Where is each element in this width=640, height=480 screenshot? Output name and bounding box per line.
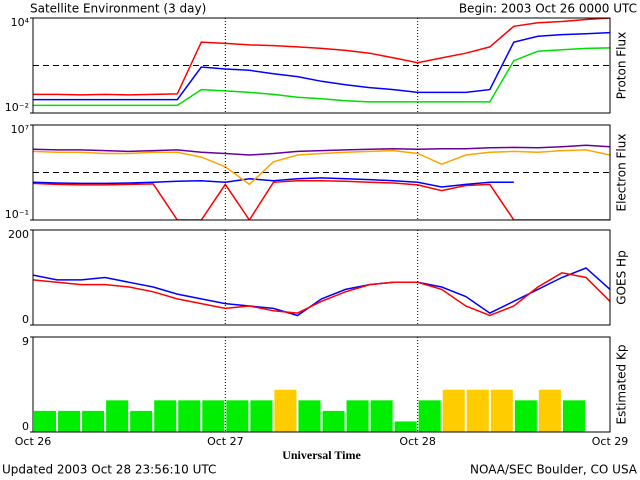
bar [346,400,369,432]
updated: Updated 2003 Oct 28 23:56:10 UTC [2,463,216,477]
y-axis-label: Proton Flux [615,32,629,99]
chart-title: Satellite Environment (3 day) [30,2,206,16]
data-line [33,272,610,317]
y-tick-label: 0 [22,420,29,433]
x-tick-label: Oct 28 [399,435,436,448]
plot-area [34,389,585,432]
data-line [33,267,610,317]
bar [202,400,225,432]
source: NOAA/SEC Boulder, CO USA [470,463,638,477]
y-axis-label: Estimated Kp [615,345,629,425]
bar [34,410,57,432]
plot-area [33,267,610,317]
bar [298,400,321,432]
x-tick-label: Oct 26 [15,435,52,448]
y-tick-label: 9 [22,335,29,348]
bar [178,400,201,432]
bar [82,410,105,432]
panel-frame [32,124,611,221]
data-line [33,144,610,156]
panel-frame [32,336,611,433]
bar [106,400,129,432]
bar [514,400,537,432]
x-tick-label: Oct 29 [592,435,629,448]
data-line [33,180,610,220]
bar [418,400,441,432]
bar [538,389,561,432]
bar [442,389,465,432]
y-tick-label: 10⁻¹ [5,208,29,221]
bar [394,421,417,432]
data-line [33,18,610,96]
bar [370,400,393,432]
bar [226,400,249,432]
plot-area [33,18,610,107]
bar [154,400,177,432]
plot-area [33,144,610,220]
y-tick-label: 10⁴ [11,16,30,29]
begin-date: Begin: 2003 Oct 26 0000 UTC [459,2,637,16]
y-tick-label: 10⁻² [5,101,29,114]
data-line [33,47,610,107]
data-line [33,31,610,101]
bar [322,410,345,432]
bar [250,400,273,432]
bar [130,410,153,432]
y-axis-label: Electron Flux [615,134,629,212]
y-tick-label: 10⁷ [11,123,29,136]
y-tick-label: 200 [8,228,29,241]
x-tick-label: Oct 27 [207,435,244,448]
bar [58,410,81,432]
y-axis-label: GOES Hp [615,250,629,304]
panel-frame [32,17,611,114]
data-line [33,177,514,188]
y-tick-label: 0 [22,313,29,326]
bar [274,389,297,432]
bar [490,389,513,432]
x-axis-label: Universal Time [282,448,361,462]
bar [562,400,585,432]
panel-frame [32,229,611,326]
data-line [33,149,610,186]
bar [466,389,489,432]
